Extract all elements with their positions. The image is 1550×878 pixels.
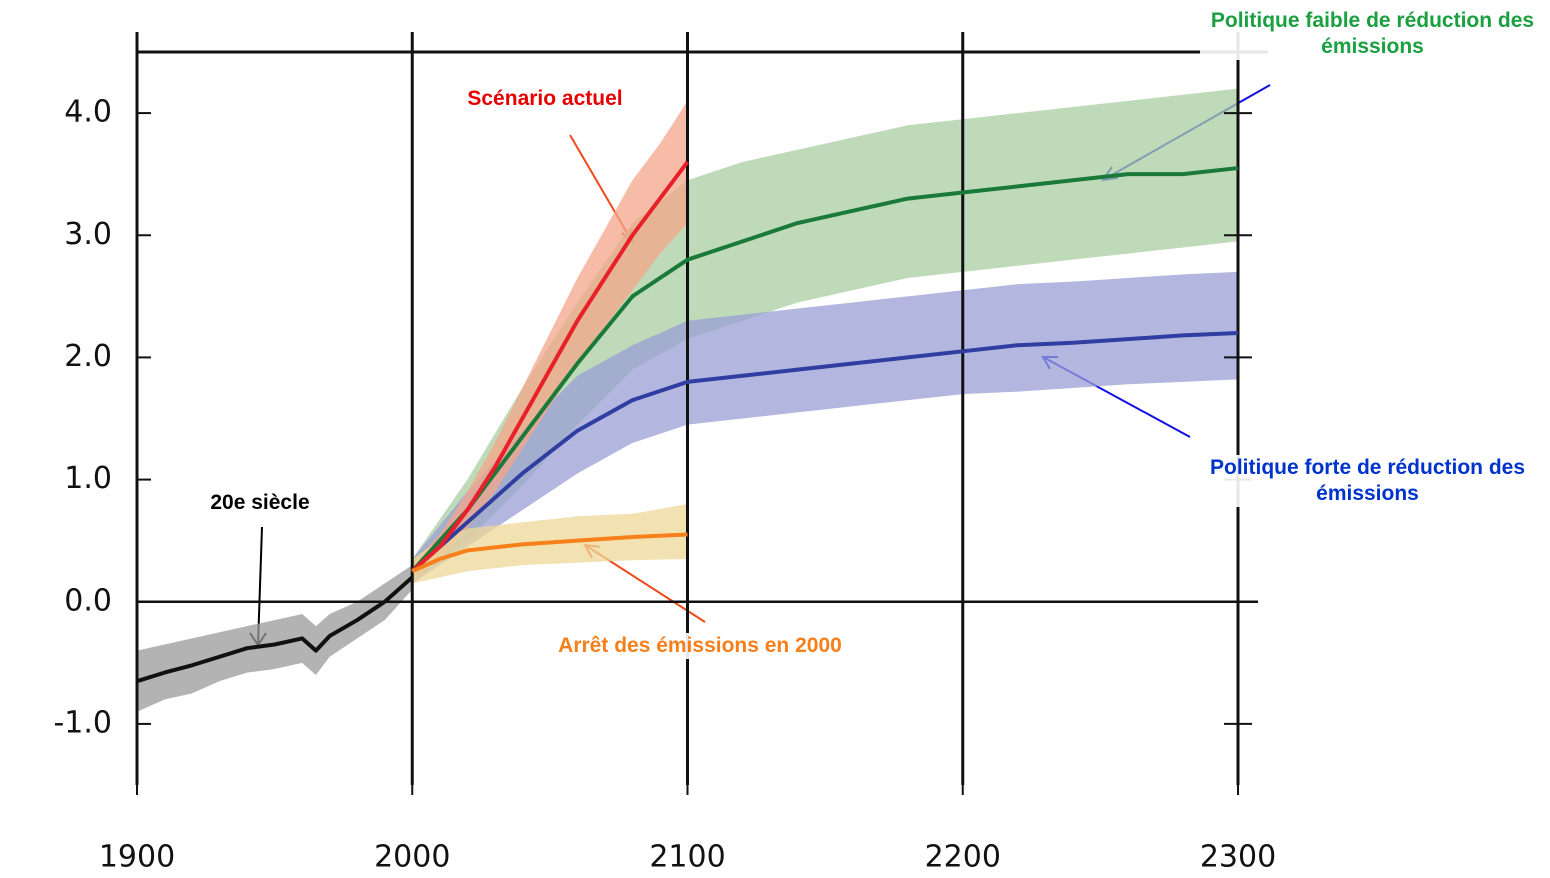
x-tick-label: 2200 [925, 840, 1001, 875]
series-label: Arrêt des émissions en 2000 [500, 633, 900, 659]
series-label: Scénario actuel [420, 86, 670, 112]
page: {"chart_data": {"type": "line", "xlim": … [0, 0, 1550, 878]
y-tick-label: 4.0 [64, 95, 112, 130]
series-label: Politique forte de réduction des émissio… [1190, 455, 1545, 507]
y-tick-label: 0.0 [64, 583, 112, 618]
chart: -1.0 0.0 1.0 2.0 3.0 4.0 1900 2000 2100 2200 2300 [0, 0, 1550, 878]
y-tick-label: 3.0 [64, 217, 112, 252]
x-tick-label: 2300 [1200, 840, 1276, 875]
confidence-band [137, 565, 412, 712]
series-label: 20e siècle [170, 490, 350, 516]
x-tick-label: 1900 [99, 840, 175, 875]
y-tick-label: 1.0 [64, 461, 112, 496]
y-tick-label: -1.0 [53, 705, 112, 740]
x-tick-label: 2000 [374, 840, 450, 875]
series-label: Politique faible de réduction des émissi… [1200, 8, 1545, 60]
y-tick-label: 2.0 [64, 339, 112, 374]
x-tick-label: 2100 [649, 840, 725, 875]
